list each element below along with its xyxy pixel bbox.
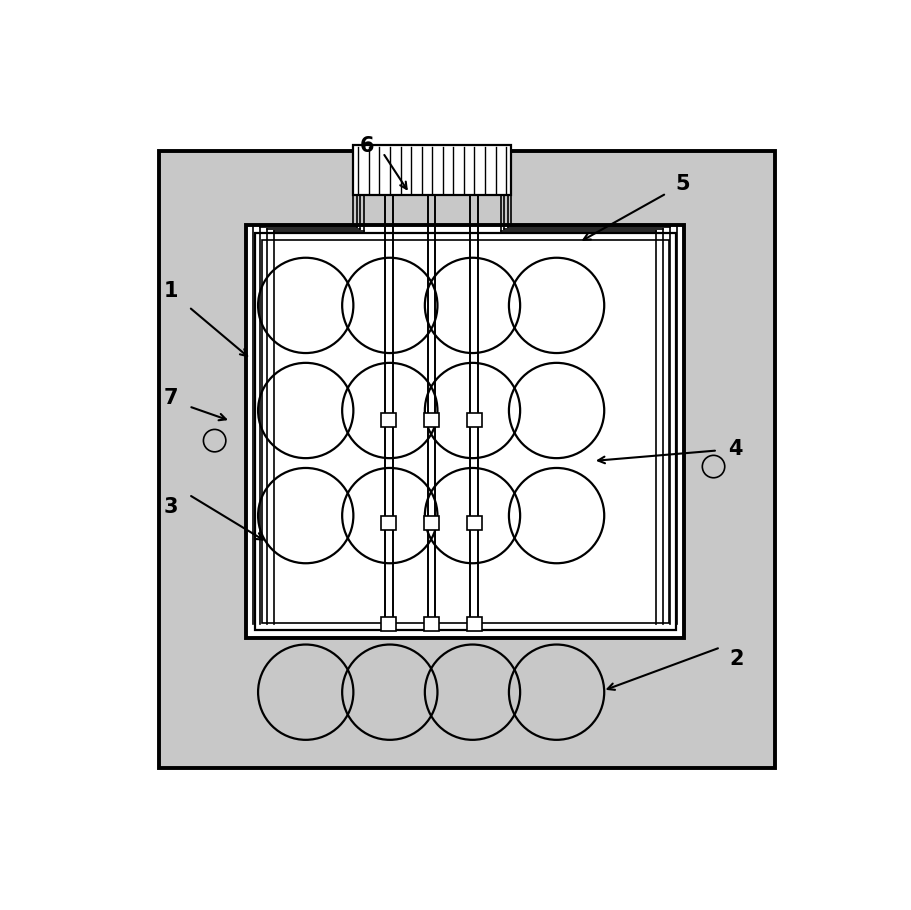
Bar bbox=[424, 413, 439, 428]
Bar bbox=[246, 225, 684, 638]
Bar bbox=[261, 240, 669, 622]
Text: 3: 3 bbox=[164, 497, 179, 517]
Text: 5: 5 bbox=[675, 174, 690, 194]
Text: 7: 7 bbox=[164, 388, 179, 408]
Bar bbox=[466, 413, 482, 428]
Text: 1: 1 bbox=[164, 281, 179, 301]
Bar bbox=[381, 617, 396, 632]
Bar bbox=[381, 516, 396, 530]
Bar bbox=[424, 617, 439, 632]
Text: 6: 6 bbox=[360, 136, 374, 157]
Bar bbox=[159, 151, 775, 768]
Bar bbox=[466, 516, 482, 530]
Text: 2: 2 bbox=[730, 649, 744, 669]
Bar bbox=[466, 617, 482, 632]
Bar bbox=[254, 233, 676, 630]
Bar bbox=[353, 145, 511, 196]
Bar bbox=[424, 516, 439, 530]
Bar bbox=[381, 413, 396, 428]
Text: 4: 4 bbox=[728, 439, 742, 459]
